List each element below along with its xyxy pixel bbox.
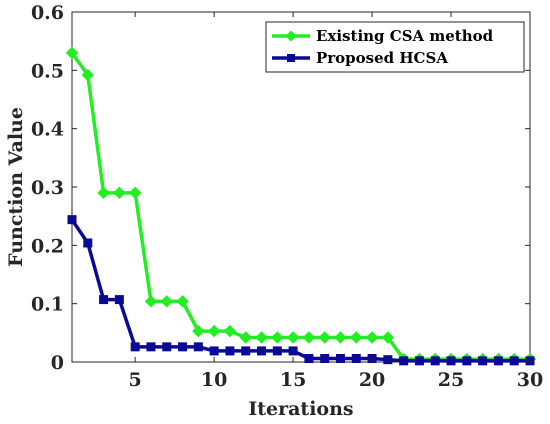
legend: Existing CSA method Proposed HCSA (265, 21, 525, 73)
data-point (414, 356, 424, 366)
data-point (399, 356, 409, 366)
data-point (271, 331, 284, 344)
y-tick-label: 0.5 (31, 60, 64, 82)
data-point (176, 295, 189, 308)
series-layer (65, 46, 537, 366)
data-point (209, 346, 219, 356)
y-tick-label: 0.4 (31, 119, 64, 141)
y-tick-label: 0.2 (31, 235, 64, 257)
tick-layer: 5 10 15 20 25 30 0 0.1 0.2 0.3 0.4 0.5 0.6 (31, 2, 543, 391)
data-point (430, 356, 440, 366)
legend-marker (285, 30, 297, 42)
series-2 (67, 215, 535, 366)
data-point (351, 354, 361, 363)
x-tick-label: 20 (359, 369, 385, 391)
data-point (193, 342, 203, 352)
data-point (493, 356, 503, 366)
data-point (114, 295, 124, 305)
y-tick-label: 0 (51, 352, 64, 374)
data-point (144, 295, 158, 308)
data-point (130, 342, 140, 352)
data-point (255, 331, 268, 344)
data-point (65, 46, 79, 60)
legend-label: Proposed HCSA (316, 49, 448, 67)
data-point (462, 356, 472, 366)
data-point (81, 68, 95, 82)
data-point (160, 295, 173, 308)
x-axis-title: Iterations (248, 398, 353, 420)
data-point (178, 342, 188, 352)
data-point (257, 346, 267, 356)
data-point (318, 331, 331, 344)
data-point (478, 356, 488, 366)
data-point (113, 186, 126, 200)
data-point (97, 186, 110, 200)
data-point (288, 346, 298, 356)
data-point (162, 342, 172, 352)
data-point (335, 354, 345, 363)
x-tick-label: 10 (201, 369, 227, 391)
data-point (241, 346, 251, 356)
data-point (207, 324, 221, 338)
data-point (334, 331, 347, 344)
data-point (383, 355, 393, 365)
data-point (83, 238, 93, 248)
data-point (302, 331, 316, 344)
data-point (128, 186, 142, 200)
data-point (146, 342, 156, 352)
data-point (223, 324, 237, 338)
data-point (272, 346, 282, 356)
x-tick-label: 25 (438, 369, 464, 391)
legend-label: Existing CSA method (316, 27, 494, 45)
x-tick-label: 5 (129, 369, 142, 391)
data-point (286, 331, 300, 344)
data-point (239, 331, 252, 344)
legend-entry: Existing CSA method (272, 27, 494, 45)
data-point (365, 331, 379, 344)
data-point (320, 354, 330, 363)
data-point (350, 331, 363, 344)
y-axis-title: Function Value (5, 107, 27, 267)
data-point (509, 356, 519, 366)
y-tick-label: 0.3 (31, 177, 64, 199)
legend-box (265, 21, 525, 73)
data-point (304, 354, 314, 363)
data-point (381, 331, 395, 344)
data-point (192, 324, 205, 338)
data-point (99, 295, 109, 305)
data-point (225, 346, 235, 356)
x-tick-label: 30 (517, 369, 543, 391)
legend-marker (287, 54, 295, 62)
y-tick-label: 0.1 (31, 294, 64, 316)
x-tick-label: 15 (280, 369, 306, 391)
data-point (67, 215, 77, 225)
legend-entry: Proposed HCSA (272, 49, 448, 67)
y-tick-label: 0.6 (31, 2, 64, 24)
